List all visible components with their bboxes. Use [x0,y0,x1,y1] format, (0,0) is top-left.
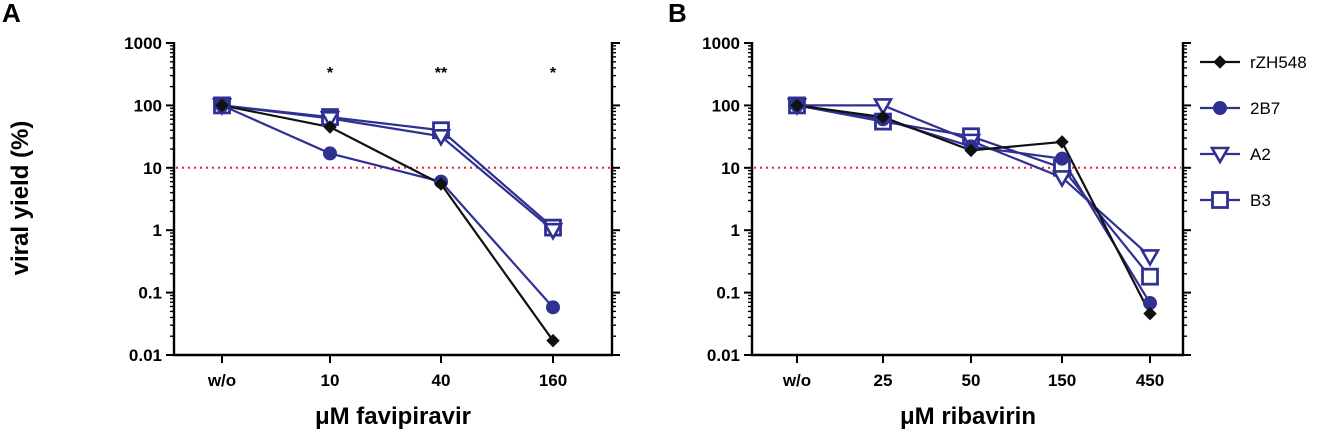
y-tick-label: 0.1 [716,284,740,303]
significance-mark: ** [435,65,448,82]
x-tick-label: w/o [207,371,236,390]
data-point-a2 [1051,170,1073,189]
x-axis-label: μM ribavirin [900,403,1036,430]
legend-label: rZH548 [1250,53,1307,72]
legend: rZH548 2B7 A2 B3 [1200,53,1307,210]
panel-letter: A [2,0,21,28]
data-point-2b7 [323,146,337,161]
series-line-rzh548 [221,104,554,342]
data-point-rzh548 [790,98,804,113]
y-tick-label: 0.1 [138,284,162,303]
legend-label: B3 [1250,191,1271,210]
series-line-b3 [221,104,554,229]
x-tick-label: 450 [1136,371,1164,390]
data-point-a2 [319,111,341,129]
y-tick-label: 1 [153,221,162,240]
y-tick-label: 10 [143,159,162,178]
x-tick-label: 160 [539,371,567,390]
legend-label: 2B7 [1250,99,1280,118]
x-tick-label: 50 [962,371,981,390]
data-point-rzh548 [546,333,560,348]
data-point-2b7 [1055,151,1069,166]
y-tick-label: 1 [731,221,740,240]
data-point-2b7 [546,300,560,315]
data-point-a2 [872,98,894,117]
y-tick-label: 100 [134,96,162,115]
data-point-rzh548 [1055,135,1069,149]
significance-mark: * [550,65,557,82]
data-point-a2 [1139,249,1161,268]
x-tick-label: 40 [432,371,451,390]
panel-letter: B [668,0,687,28]
y-tick-label: 1000 [702,34,740,53]
data-point-rzh548 [1143,306,1157,321]
series-line-2b7 [221,104,554,309]
x-tick-label: 150 [1048,371,1076,390]
data-point-rzh548 [964,143,978,158]
legend-marker-rzh548 [1213,55,1227,69]
x-tick-label: w/o [782,371,811,390]
y-tick-label: 0.01 [129,346,162,365]
x-tick-label: 10 [321,371,340,390]
legend-marker-a2 [1209,146,1231,165]
y-tick-label: 100 [712,96,740,115]
y-tick-label: 1000 [124,34,162,53]
x-tick-label: 25 [874,371,893,390]
y-tick-label: 0.01 [707,346,740,365]
legend-marker-2b7 [1213,101,1227,115]
legend-label: A2 [1250,145,1271,164]
x-axis-label: μM favipiravir [315,403,471,430]
data-point-a2 [430,128,452,147]
data-point-rzh548 [876,110,890,124]
y-axis-label: viral yield (%) [7,121,34,276]
series-line-a2 [221,104,554,232]
y-tick-label: 10 [721,159,740,178]
legend-marker-b3 [1211,191,1229,209]
panel-a: A 0.01 0.1 1 10 100 1000 w/o 10 40 160 μM favipirav… [2,0,620,430]
data-point-b3 [1141,267,1159,286]
data-point-rzh548 [215,98,229,113]
significance-mark: * [327,65,334,82]
data-point-rzh548 [323,120,337,134]
panel-b: B 0.01 0.1 1 10 100 1000 w/o 25 50 150 450 μM ribavi… [668,0,1191,430]
data-point-rzh548 [434,177,448,191]
data-point-a2 [542,222,564,241]
